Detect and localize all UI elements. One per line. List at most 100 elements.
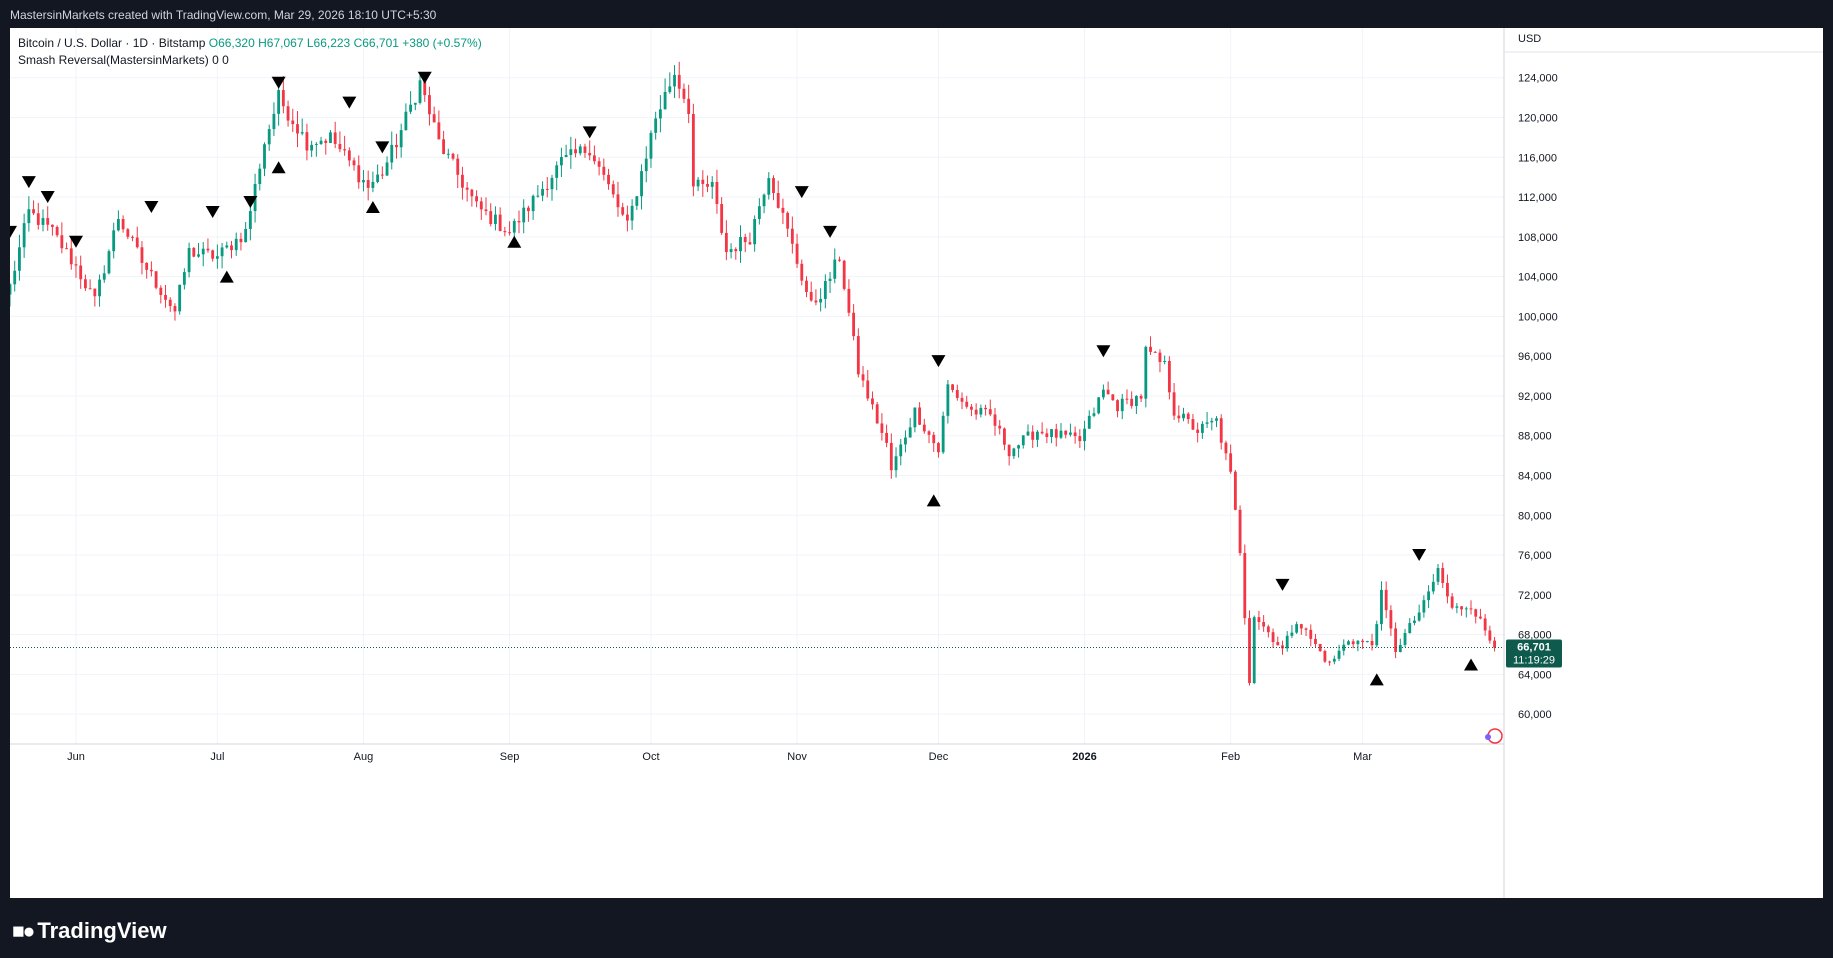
candle-body: [27, 209, 31, 224]
candle-body: [385, 162, 389, 176]
tradingview-logo[interactable]: ■● TradingView: [12, 918, 167, 944]
candle-body: [1215, 418, 1218, 421]
candle-body: [677, 74, 681, 89]
candle-body: [673, 74, 676, 87]
chart-panel[interactable]: 60,000 64,000 68,000 72,000 76,000 80,000 84,0…: [10, 28, 1823, 898]
candle-body: [1149, 346, 1152, 352]
price-tick-label: 68,000: [1518, 630, 1552, 642]
candle-body: [960, 397, 964, 402]
candle-body: [230, 245, 233, 251]
candle-body: [1021, 435, 1025, 446]
candle-body: [1479, 616, 1482, 619]
candle-body: [314, 143, 318, 145]
candle-body: [611, 184, 615, 195]
signal-markers: [10, 71, 1479, 686]
candle-body: [46, 218, 50, 225]
candle-body: [1342, 644, 1346, 651]
grid-lines: [10, 28, 1504, 744]
time-tick-label: Mar: [1353, 751, 1372, 763]
candle-body: [244, 228, 248, 243]
candle-body: [98, 279, 101, 297]
candle-body: [1328, 661, 1332, 663]
sell-signal-marker: [68, 235, 83, 248]
candle-body: [597, 161, 601, 167]
candle-body: [272, 113, 276, 130]
candle-body: [531, 195, 535, 212]
candle-body: [494, 214, 497, 224]
candle-body: [187, 247, 191, 273]
candle-body: [1309, 629, 1313, 639]
candle-body: [564, 155, 568, 158]
candle-body: [1045, 433, 1049, 437]
price-tick-label: 112,000: [1518, 192, 1557, 204]
candle-body: [955, 389, 959, 398]
candle-body: [1266, 626, 1270, 633]
candle-body: [856, 336, 860, 375]
candle-body: [767, 178, 771, 195]
candle-body: [22, 223, 26, 248]
buy-signal-marker: [365, 201, 380, 213]
sell-signal-marker: [794, 186, 809, 199]
price-chart[interactable]: 60,000 64,000 68,000 72,000 76,000 80,000 84,0…: [10, 28, 1823, 898]
candle-body: [352, 160, 356, 166]
buy-signal-marker: [219, 270, 234, 283]
candle-body: [937, 443, 940, 453]
candle-body: [1097, 397, 1101, 414]
price-tick-label: 76,000: [1518, 550, 1552, 562]
tradingview-logo-icon: ■●: [12, 920, 35, 943]
candles: [10, 61, 1496, 686]
candle-body: [135, 237, 139, 248]
sell-signal-marker: [40, 191, 55, 204]
candle-body: [1120, 398, 1124, 412]
candle-body: [696, 179, 700, 187]
candle-body: [1134, 395, 1138, 406]
candle-body: [65, 248, 68, 250]
candle-body: [1356, 640, 1360, 645]
candle-body: [998, 425, 1002, 429]
candle-body: [1101, 389, 1105, 398]
sell-signal-marker: [931, 355, 946, 368]
candle-body: [1036, 431, 1039, 440]
candle-body: [263, 144, 266, 169]
candle-body: [941, 415, 945, 453]
price-tick-label: 120,000: [1518, 113, 1558, 125]
time-tick-label: Oct: [642, 751, 659, 763]
candle-body: [362, 180, 365, 183]
candle-body: [168, 299, 172, 307]
candle-body: [508, 232, 511, 234]
candle-body: [13, 270, 17, 285]
candle-body: [281, 90, 285, 107]
candle-body: [1365, 640, 1369, 643]
candle-body: [357, 165, 361, 183]
price-tick-label: 64,000: [1518, 669, 1552, 681]
candle-body: [536, 195, 540, 197]
candle-body: [116, 218, 120, 231]
candle-body: [41, 218, 45, 225]
candle-body: [1130, 398, 1134, 406]
candle-body: [404, 111, 408, 131]
candle-body: [852, 312, 856, 337]
candle-body: [904, 437, 907, 445]
time-tick-label: Nov: [787, 751, 807, 763]
countdown-label: 11:19:29: [1513, 655, 1555, 667]
candle-body: [149, 269, 153, 272]
candle-body: [211, 250, 215, 259]
candle-body: [838, 259, 841, 261]
candle-body: [1050, 429, 1053, 437]
candle-body: [1493, 640, 1496, 648]
candle-body: [710, 181, 714, 187]
candle-body: [729, 249, 733, 253]
candle-body: [1026, 431, 1030, 436]
candle-body: [413, 102, 417, 105]
candle-body: [220, 247, 224, 257]
candle-body: [753, 219, 757, 245]
ohlc-open: O66,320: [208, 36, 255, 50]
candle-body: [1083, 428, 1086, 442]
currency-label: USD: [1518, 33, 1541, 45]
candle-body: [1370, 640, 1374, 646]
candle-body: [899, 444, 903, 457]
candle-body: [1304, 628, 1308, 630]
candle-body: [1380, 589, 1383, 625]
candle-body: [503, 231, 507, 233]
candle-body: [423, 80, 427, 96]
